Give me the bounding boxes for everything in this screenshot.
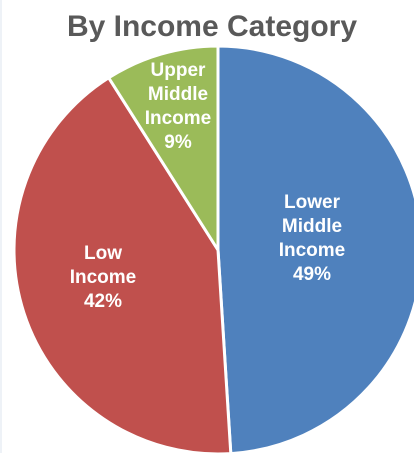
slice-label-low-income: Low Income 42% bbox=[70, 243, 137, 312]
frame-edge bbox=[0, 0, 2, 453]
slice-label-upper-middle-income: Upper Middle Income 9% bbox=[145, 60, 212, 153]
pie-slice-low-income bbox=[12, 76, 233, 453]
slice-label-lower-middle-income: Lower Middle Income 49% bbox=[279, 192, 346, 285]
chart-title: By Income Category bbox=[66, 10, 358, 43]
pie-slice-lower-middle-income bbox=[216, 44, 414, 453]
pie-slice-upper-middle-income bbox=[107, 44, 220, 252]
